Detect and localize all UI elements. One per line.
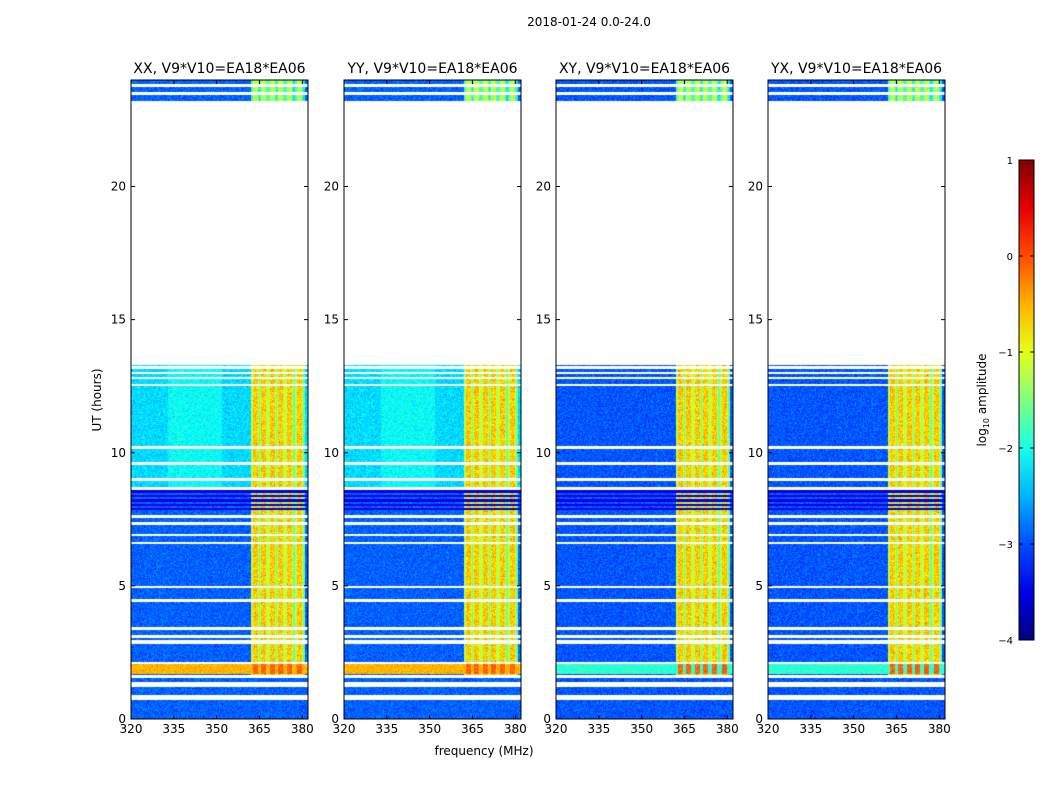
x-tick-label: 380	[716, 722, 739, 736]
y-tick-label: 0	[755, 712, 763, 726]
y-tick-label: 15	[111, 313, 126, 327]
y-tick-label: 10	[111, 446, 126, 460]
colorbar: −4 −3 −2 −1 0 1	[998, 156, 1035, 647]
panel-title-xx: XX, V9*V10=EA18*EA06	[133, 61, 305, 77]
panel-title-yy: YY, V9*V10=EA18*EA06	[346, 61, 517, 77]
y-tick-label: 15	[536, 313, 551, 327]
x-tick-label: 365	[461, 722, 484, 736]
heatmap-image-yx	[768, 80, 945, 719]
panel-yx: YX, V9*V10=EA18*EA06 320 335 350 365 380 0 5 10 1…	[748, 61, 951, 736]
panel-yy: YY, V9*V10=EA18*EA06 320 335 350 365 380 0 5 10 1…	[324, 61, 527, 736]
y-tick-label: 5	[755, 579, 763, 593]
colorbar-gradient	[1018, 159, 1035, 641]
colorbar-tick-label: −2	[998, 444, 1013, 455]
y-tick-label: 20	[536, 180, 551, 194]
x-tick-label: 380	[504, 722, 527, 736]
colorbar-tick-label: −3	[998, 540, 1013, 551]
colorbar-tick-label: 1	[1007, 156, 1013, 167]
panel-xy: XY, V9*V10=EA18*EA06 320 335 350 365 380 0 5 10 1…	[536, 61, 739, 736]
panel-frame	[130, 79, 309, 720]
heatmap-image-yy	[344, 80, 521, 719]
y-tick-label: 0	[118, 712, 126, 726]
x-tick-label: 335	[375, 722, 398, 736]
colorbar-label: log10 amplitude	[975, 354, 991, 447]
y-tick-label: 0	[331, 712, 339, 726]
y-tick-label: 5	[543, 579, 551, 593]
y-tick-label: 10	[324, 446, 339, 460]
x-tick-label: 335	[799, 722, 822, 736]
x-tick-label: 350	[418, 722, 441, 736]
x-tick-label: 320	[545, 722, 568, 736]
y-tick-label: 10	[748, 446, 763, 460]
x-tick-label: 365	[673, 722, 696, 736]
panel-title-xy: XY, V9*V10=EA18*EA06	[559, 61, 730, 77]
y-axis-label: UT (hours)	[90, 368, 104, 431]
y-tick-label: 5	[118, 579, 126, 593]
panel-frame	[555, 79, 734, 720]
x-tick-label: 365	[885, 722, 908, 736]
x-tick-label: 335	[587, 722, 610, 736]
y-tick-label: 20	[748, 180, 763, 194]
y-tick-label: 15	[748, 313, 763, 327]
y-tick-label: 20	[324, 180, 339, 194]
x-tick-label: 350	[205, 722, 228, 736]
y-tick-label: 0	[543, 712, 551, 726]
heatmap-image-xx	[131, 80, 308, 719]
x-tick-label: 320	[120, 722, 143, 736]
colorbar-tick-label: 0	[1007, 252, 1013, 263]
figure-suptitle: 2018-01-24 0.0-24.0	[527, 15, 651, 29]
panel-xx: XX, V9*V10=EA18*EA06 320 335 350 365 380 0 5 10 1…	[111, 61, 314, 736]
y-tick-label: 10	[536, 446, 551, 460]
x-tick-label: 380	[291, 722, 314, 736]
colorbar-tick-label: −1	[998, 348, 1013, 359]
panel-frame	[343, 79, 522, 720]
heatmap-image-xy	[556, 80, 733, 719]
x-tick-label: 320	[757, 722, 780, 736]
y-tick-label: 15	[324, 313, 339, 327]
x-tick-label: 350	[842, 722, 865, 736]
x-axis-label: frequency (MHz)	[434, 744, 533, 758]
x-tick-label: 320	[333, 722, 356, 736]
x-tick-label: 380	[928, 722, 951, 736]
colorbar-tick-label: −4	[998, 636, 1013, 647]
panel-frame	[767, 79, 946, 720]
y-tick-label: 5	[331, 579, 339, 593]
panel-title-yx: YX, V9*V10=EA18*EA06	[770, 61, 942, 77]
x-tick-label: 365	[248, 722, 271, 736]
x-tick-label: 350	[630, 722, 653, 736]
heatmap-panels: XX, V9*V10=EA18*EA06 320 335 350 365 380 0 5 10 1…	[111, 61, 951, 736]
x-tick-label: 335	[162, 722, 185, 736]
y-tick-label: 20	[111, 180, 126, 194]
